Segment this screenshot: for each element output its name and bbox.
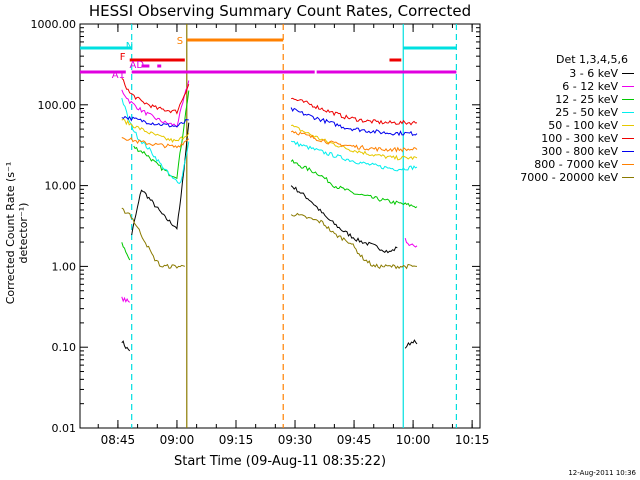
legend-item: 6 - 12 keV bbox=[500, 80, 634, 93]
flag-label: A1 bbox=[112, 70, 125, 81]
legend-label: 800 - 7000 keV bbox=[534, 158, 618, 171]
y-tick-label: 1.00 bbox=[52, 260, 77, 273]
plot-frame bbox=[79, 23, 481, 429]
x-tick-label: 10:15 bbox=[455, 433, 490, 447]
series-line bbox=[121, 340, 131, 352]
series-line bbox=[290, 130, 418, 153]
chart-title: HESSI Observing Summary Count Rates, Cor… bbox=[88, 2, 472, 20]
x-tick-label: 09:45 bbox=[337, 433, 372, 447]
series-line bbox=[121, 242, 131, 261]
series-line bbox=[290, 140, 418, 172]
legend-item: 3 - 6 keV bbox=[500, 67, 634, 80]
legend-swatch bbox=[622, 73, 634, 74]
x-tick-label: 09:15 bbox=[219, 433, 254, 447]
x-tick-label: 08:45 bbox=[101, 433, 136, 447]
legend-label: 3 - 6 keV bbox=[569, 67, 618, 80]
series-line bbox=[290, 185, 398, 254]
y-tick-label: 1000.00 bbox=[31, 18, 77, 31]
legend-label: 50 - 100 keV bbox=[548, 119, 618, 132]
series-line bbox=[121, 137, 190, 149]
series-line bbox=[131, 122, 190, 235]
series-line bbox=[404, 237, 418, 248]
series-line bbox=[121, 115, 189, 128]
x-tick-label: 09:00 bbox=[160, 433, 195, 447]
x-tick-label: 10:00 bbox=[396, 433, 431, 447]
flag-label: F bbox=[120, 52, 126, 63]
legend-item: 800 - 7000 keV bbox=[500, 158, 634, 171]
flag-label: AD bbox=[130, 60, 145, 71]
legend-item: 50 - 100 keV bbox=[500, 119, 634, 132]
legend-title: Det 1,3,4,5,6 bbox=[555, 53, 628, 66]
y-tick-label: 0.01 bbox=[52, 422, 77, 435]
legend-item: 25 - 50 keV bbox=[500, 106, 634, 119]
legend-label: 12 - 25 keV bbox=[555, 93, 618, 106]
legend: Det 1,3,4,5,6 3 - 6 keV 6 - 12 keV 12 - … bbox=[500, 53, 634, 184]
legend-swatch bbox=[622, 164, 634, 165]
series-line bbox=[291, 124, 418, 161]
x-axis-label: Start Time (09-Aug-11 08:35:22) bbox=[173, 454, 387, 469]
x-tick-label: 09:30 bbox=[278, 433, 313, 447]
series-line bbox=[121, 78, 190, 115]
y-tick-label: 10.00 bbox=[45, 180, 77, 193]
series-line bbox=[290, 212, 418, 270]
legend-item: 7000 - 20000 keV bbox=[500, 171, 634, 184]
legend-label: 7000 - 20000 keV bbox=[520, 171, 618, 184]
legend-label: 25 - 50 keV bbox=[555, 106, 618, 119]
legend-swatch bbox=[622, 138, 634, 139]
legend-swatch bbox=[622, 177, 634, 178]
series-line bbox=[121, 80, 190, 128]
legend-swatch bbox=[622, 125, 634, 126]
series-line bbox=[121, 207, 185, 269]
series-line bbox=[404, 339, 418, 349]
series-line bbox=[290, 107, 418, 137]
legend-item: 12 - 25 keV bbox=[500, 93, 634, 106]
series-line bbox=[121, 97, 190, 185]
legend-item: 300 - 800 keV bbox=[500, 145, 634, 158]
series-line bbox=[290, 159, 418, 209]
legend-swatch bbox=[622, 112, 634, 113]
legend-label: 100 - 300 keV bbox=[541, 132, 618, 145]
generated-timestamp: 12-Aug-2011 10:36 bbox=[568, 469, 636, 477]
series-line bbox=[290, 97, 418, 126]
legend-swatch bbox=[622, 86, 634, 87]
series-line bbox=[133, 90, 190, 180]
y-tick-label: 100.00 bbox=[38, 99, 77, 112]
y-tick-label: 0.10 bbox=[52, 341, 77, 354]
flag-label: N bbox=[126, 41, 133, 52]
legend-swatch bbox=[622, 151, 634, 152]
series-line bbox=[121, 296, 130, 303]
flag-label: S bbox=[177, 36, 183, 47]
y-axis-label: Corrected Count Rate (s⁻¹ detector⁻¹) bbox=[4, 161, 30, 305]
series-line bbox=[121, 118, 190, 143]
legend-label: 6 - 12 keV bbox=[562, 80, 618, 93]
legend-label: 300 - 800 keV bbox=[541, 145, 618, 158]
legend-swatch bbox=[622, 99, 634, 100]
legend-item: 100 - 300 keV bbox=[500, 132, 634, 145]
